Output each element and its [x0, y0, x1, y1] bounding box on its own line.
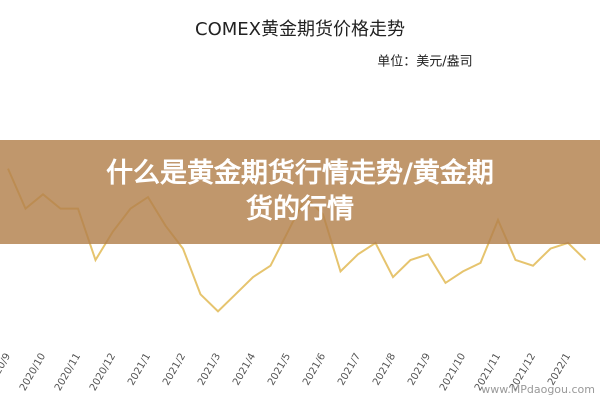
- chart-title: COMEX黄金期货价格走势: [195, 19, 405, 40]
- banner-line: 货的行情: [246, 194, 354, 225]
- watermark: www.MPdaogou.com: [481, 383, 595, 396]
- banner-line: 什么是黄金期货行情走势/黄金期: [106, 158, 494, 189]
- chart-subtitle: 单位：美元/盎司: [377, 55, 472, 70]
- banner: 什么是黄金期货行情走势/黄金期 货的行情: [0, 140, 600, 244]
